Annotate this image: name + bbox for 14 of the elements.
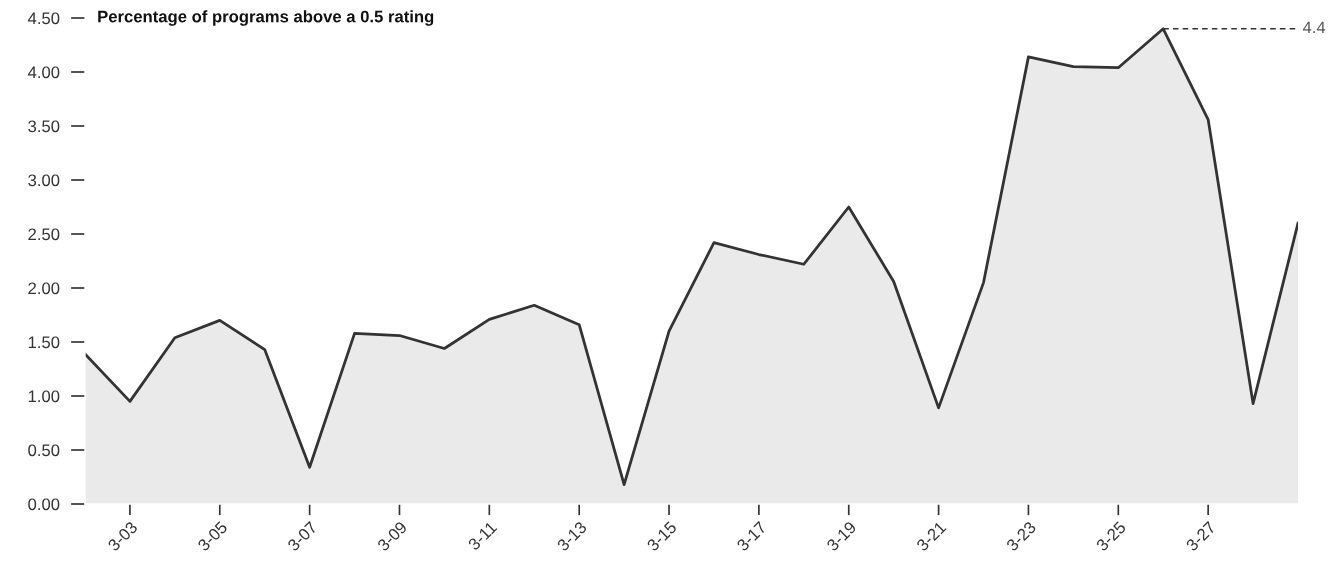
x-tick-label: 3-21 [915,520,947,552]
x-tick-label: 3-11 [467,520,498,551]
y-tick-label: 3.00 [28,174,60,187]
y-tick-label: 2.50 [28,228,60,241]
y-tick-label: 4.50 [27,12,60,25]
y-tick-label: 4.00 [27,66,60,79]
y-tick-label: 1.00 [28,390,60,403]
y-tick-label: 0.00 [28,498,60,511]
y-tick-label: 0.50 [28,444,60,457]
chart-title: Percentage of programs above a 0.5 rating [98,10,434,26]
ref-line-label: 4.4 [1302,21,1326,34]
y-tick-label: 3.50 [28,120,60,133]
y-tick-label: 2.00 [28,282,60,295]
y-tick-label: 1.50 [28,336,60,349]
